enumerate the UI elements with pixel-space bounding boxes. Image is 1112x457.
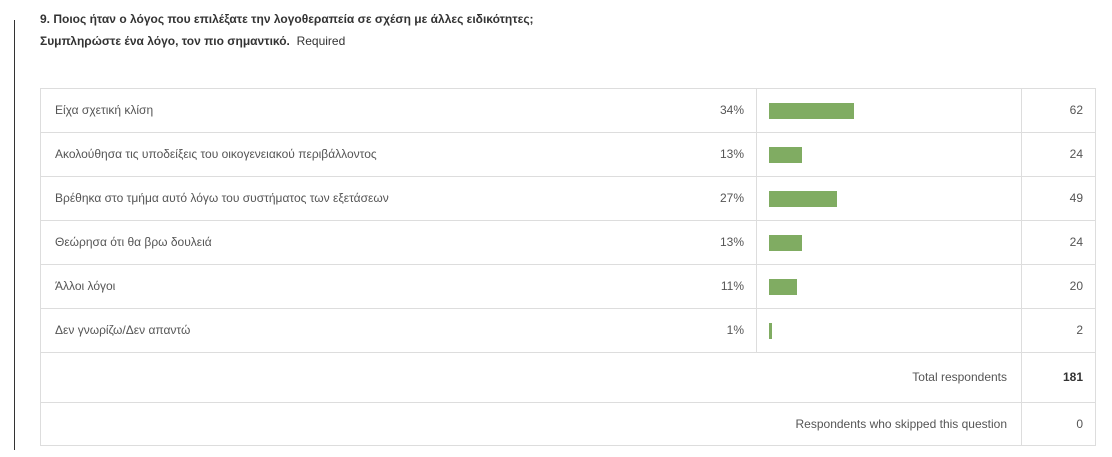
total-value: 181 [1021, 353, 1095, 402]
percent-label: 34% [719, 103, 744, 117]
bar [769, 323, 772, 339]
bar [769, 235, 802, 251]
bar-cell [756, 177, 1021, 220]
answer-row: Ακολούθησα τις υποδείξεις του οικογενεια… [41, 133, 1095, 177]
count: 2 [1021, 309, 1095, 352]
total-row: Total respondents 181 [41, 353, 1095, 403]
count: 24 [1021, 221, 1095, 264]
skipped-row: Respondents who skipped this question 0 [41, 403, 1095, 447]
percent-label: 1% [726, 323, 744, 337]
answer-row: Βρέθηκα στο τμήμα αυτό λόγω του συστήματ… [41, 177, 1095, 221]
bar [769, 279, 797, 295]
bar-cell [756, 89, 1021, 132]
bar [769, 147, 802, 163]
answer-row: Είχα σχετική κλίση 34% 62 [41, 89, 1095, 133]
answer-label: Είχα σχετική κλίση [55, 103, 154, 117]
percent-label: 13% [719, 235, 744, 249]
percent-label: 27% [719, 191, 744, 205]
instruction: Συμπληρώστε ένα λόγο, τον πιο σημαντικό. [40, 34, 290, 48]
total-label: Total respondents [912, 370, 1007, 384]
bar [769, 191, 837, 207]
count: 24 [1021, 133, 1095, 176]
results-table: Είχα σχετική κλίση 34% 62 Ακολούθησα τις υπ… [40, 88, 1096, 446]
answer-row: Άλλοι λόγοι 11% 20 [41, 265, 1095, 309]
answer-row: Δεν γνωρίζω/Δεν απαντώ 1% 2 [41, 309, 1095, 353]
bar-cell [756, 265, 1021, 308]
percent-label: 11% [720, 279, 744, 293]
left-border [14, 20, 15, 450]
percent-label: 13% [719, 147, 744, 161]
answer-label: Άλλοι λόγοι [55, 279, 116, 293]
answer-label: Ακολούθησα τις υποδείξεις του οικογενεια… [55, 147, 377, 161]
skipped-label: Respondents who skipped this question [795, 417, 1007, 431]
bar-cell [756, 309, 1021, 352]
answer-label: Βρέθηκα στο τμήμα αυτό λόγω του συστήματ… [55, 191, 389, 205]
question-title: 9. Ποιος ήταν ο λόγος που επιλέξατε την … [40, 12, 534, 26]
answer-label: Δεν γνωρίζω/Δεν απαντώ [55, 323, 191, 337]
bar [769, 103, 854, 119]
question-instruction: Συμπληρώστε ένα λόγο, τον πιο σημαντικό.… [40, 34, 345, 48]
answer-row: Θεώρησα ότι θα βρω δουλειά 13% 24 [41, 221, 1095, 265]
count: 49 [1021, 177, 1095, 220]
answer-label: Θεώρησα ότι θα βρω δουλειά [55, 235, 212, 249]
bar-cell [756, 221, 1021, 264]
count: 20 [1021, 265, 1095, 308]
count: 62 [1021, 89, 1095, 132]
skipped-value: 0 [1021, 403, 1095, 446]
bar-cell [756, 133, 1021, 176]
required: Required [296, 34, 346, 48]
